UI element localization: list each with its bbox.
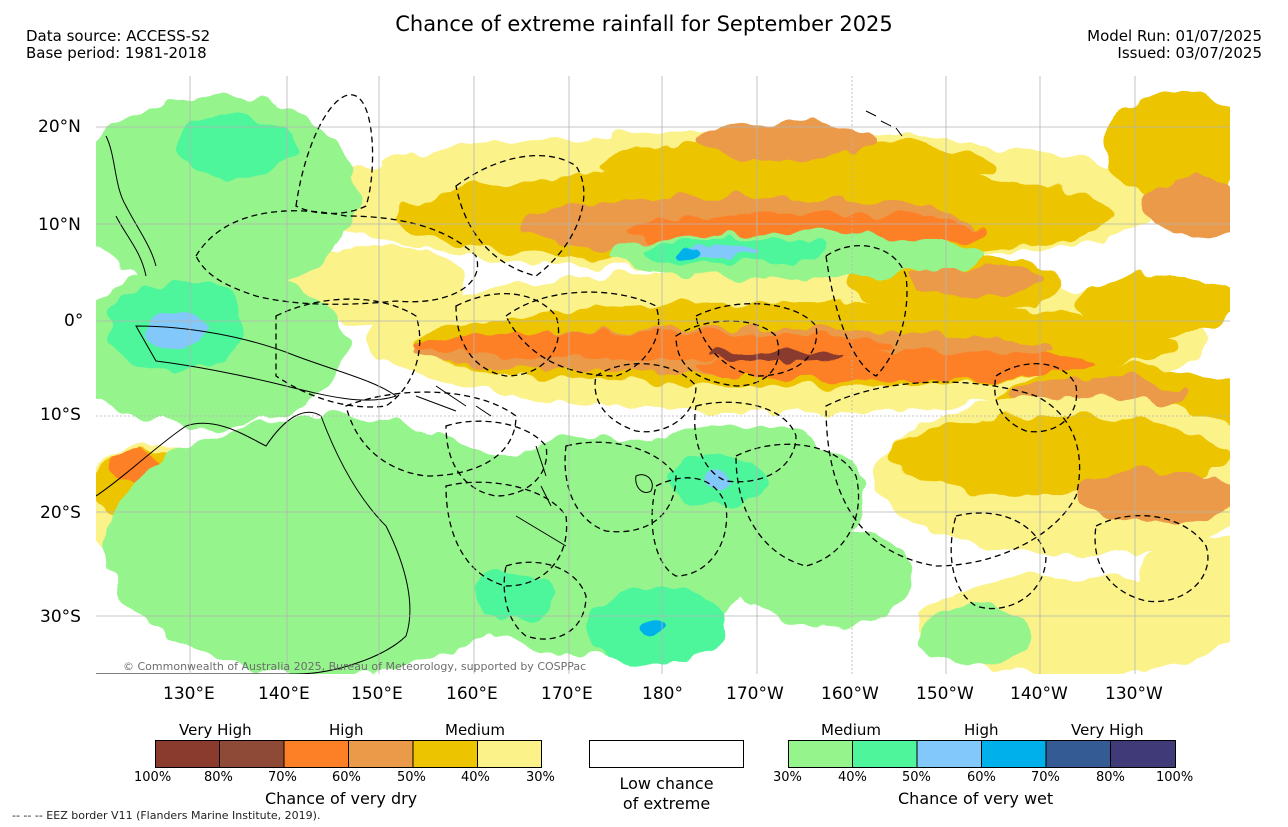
eez-nauru-kiribati <box>455 293 560 377</box>
philippines-outline <box>105 135 157 277</box>
wet-swatch-30-40 <box>788 740 853 767</box>
lat-label-20n: 20°N <box>38 117 81 137</box>
dry-swatch-50-40 <box>413 740 478 767</box>
wet-tick-70: 70% <box>1031 770 1060 785</box>
data-source-label: Data source: ACCESS-S2 <box>26 27 211 45</box>
wet-legend-header-medium: Medium <box>821 721 881 739</box>
probability-field <box>96 91 1230 674</box>
lat-label-10s: 10°S <box>40 405 81 425</box>
eez-vanuatu <box>445 420 548 497</box>
base-period-label: Base period: 1981-2018 <box>26 44 207 62</box>
dry-tick-100: 100% <box>134 770 172 785</box>
lon-label-170e: 170°E <box>541 684 593 704</box>
solomon-islands-outline <box>415 385 492 417</box>
dry-colorbar <box>155 740 542 768</box>
eez-pitcairn <box>1094 514 1209 603</box>
eez-french-polynesia <box>825 381 1081 567</box>
wet-swatch-70-80 <box>1046 740 1111 767</box>
eez-samoa <box>694 401 797 483</box>
lon-label-160w: 160°W <box>821 684 879 704</box>
wet-colorbar <box>788 740 1176 768</box>
dry-legend-header-very-high: Very High <box>179 721 252 739</box>
lat-label-0: 0° <box>64 311 84 331</box>
eez-tuvalu <box>594 363 697 433</box>
wet-areas <box>96 96 1036 674</box>
lat-label-10n: 10°N <box>38 215 81 235</box>
equatorial-dry-band <box>366 258 1230 446</box>
eez-new-caledonia <box>445 481 568 587</box>
wet-legend-header-high: High <box>964 721 999 739</box>
new-caledonia-outline <box>515 515 567 547</box>
eez-cook-islands <box>735 443 860 567</box>
australia-outline <box>96 411 411 674</box>
eez-guam <box>295 94 374 215</box>
southeast-dry-region <box>876 396 1230 674</box>
eez-niue <box>950 512 1047 610</box>
lat-label-20s: 20°S <box>40 503 81 523</box>
dry-tick-40: 40% <box>461 770 490 785</box>
lat-label-30s: 30°S <box>40 607 81 627</box>
eez-marshall <box>455 154 585 277</box>
new-guinea-outline <box>135 325 398 401</box>
low-chance-caption-line2: of extreme <box>622 794 711 813</box>
lon-label-140e: 140°E <box>258 684 310 704</box>
wet-tick-60: 60% <box>967 770 996 785</box>
lon-label-180: 180° <box>642 684 683 704</box>
low-chance-caption-line1: Low chance <box>619 774 714 793</box>
map-title: Chance of extreme rainfall for September… <box>395 12 893 36</box>
dry-swatch-70-60 <box>284 740 349 767</box>
dry-tick-50: 50% <box>397 770 426 785</box>
eez-phoenix <box>695 303 818 377</box>
lon-label-150e: 150°E <box>351 684 403 704</box>
fiji-outline <box>635 474 653 493</box>
wet-tick-50: 50% <box>902 770 931 785</box>
dry-swatch-40-30 <box>477 740 542 767</box>
dry-swatch-60-50 <box>348 740 413 767</box>
rainfall-map: © Commonwealth of Australia 2025, Bureau… <box>96 76 1230 674</box>
dry-tick-60: 60% <box>332 770 361 785</box>
wet-tick-100: 100% <box>1156 770 1194 785</box>
low-chance-swatch <box>589 740 744 768</box>
wet-swatch-60-70 <box>981 740 1046 767</box>
wet-tick-30: 30% <box>773 770 802 785</box>
wet-swatch-80-100 <box>1110 740 1176 767</box>
wet-tick-80: 80% <box>1096 770 1125 785</box>
dry-legend-header-medium: Medium <box>445 721 505 739</box>
eez-fsm <box>195 210 479 305</box>
dry-tick-70: 70% <box>268 770 297 785</box>
lon-label-160e: 160°E <box>446 684 498 704</box>
land-outlines <box>96 110 903 674</box>
model-run-label: Model Run: 01/07/2025 <box>1087 27 1262 45</box>
wet-swatch-40-50 <box>852 740 917 767</box>
vanuatu-outline <box>535 445 552 507</box>
lon-label-130e: 130°E <box>163 684 215 704</box>
lon-label-140w: 140°W <box>1010 684 1068 704</box>
eez-tonga <box>651 477 728 577</box>
wet-legend-caption: Chance of very wet <box>898 789 1054 808</box>
wet-swatch-50-60 <box>917 740 982 767</box>
dry-legend-caption: Chance of very dry <box>265 789 418 808</box>
dry-tick-30: 30% <box>526 770 555 785</box>
issued-label: Issued: 03/07/2025 <box>1117 44 1262 62</box>
eez-border-note: -- -- -- EEZ border V11 (Flanders Marine… <box>12 809 321 822</box>
eez-line-islands <box>825 244 908 377</box>
dry-swatch-100-80 <box>155 740 220 767</box>
gridlines <box>96 76 1230 674</box>
lon-label-170w: 170°W <box>726 684 784 704</box>
dry-legend-header-high: High <box>329 721 364 739</box>
lon-label-150w: 150°W <box>916 684 974 704</box>
lon-label-130w: 130°W <box>1105 684 1163 704</box>
hawaii-outline <box>865 110 903 137</box>
wet-tick-40: 40% <box>838 770 867 785</box>
copyright-notice: © Commonwealth of Australia 2025, Bureau… <box>123 660 586 673</box>
dry-swatch-80-70 <box>219 740 284 767</box>
dry-tick-80: 80% <box>204 770 233 785</box>
wet-legend-header-very-high: Very High <box>1071 721 1144 739</box>
eez-kiribati-gilbert <box>505 291 660 377</box>
eez-kermadec <box>503 561 587 640</box>
eez-png <box>275 298 421 408</box>
